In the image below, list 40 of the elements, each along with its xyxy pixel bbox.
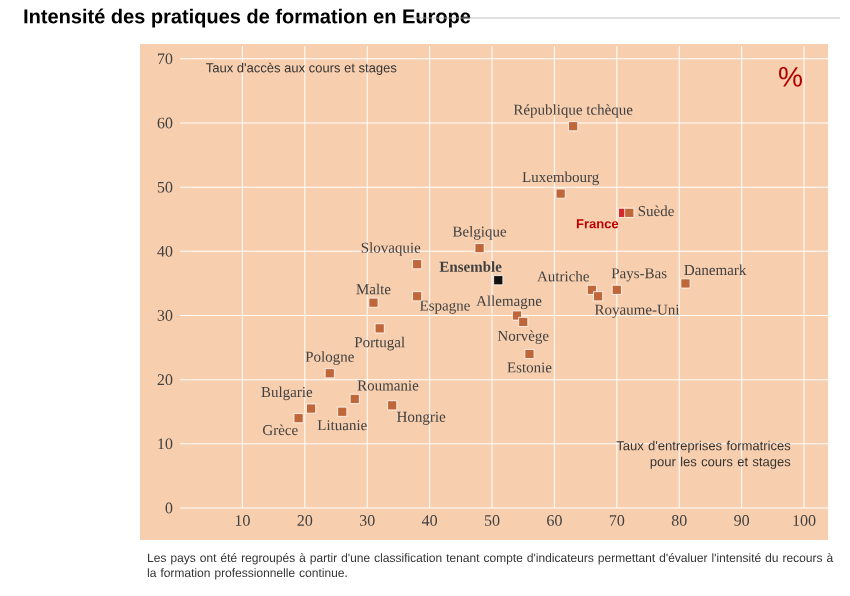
point	[555, 188, 566, 199]
chart-title: Intensité des pratiques de formation en Europe	[24, 8, 471, 28]
point	[368, 297, 379, 308]
point	[324, 368, 335, 379]
y-tick-label: 30	[157, 310, 173, 321]
x-tick-label: 60	[547, 515, 562, 526]
y-tick-label: 40	[157, 245, 173, 257]
x-tick-label: 30	[359, 515, 375, 526]
point	[306, 403, 317, 414]
x-tick-label: 10	[235, 515, 250, 526]
point	[593, 291, 604, 302]
point	[524, 349, 535, 360]
y-tick-label: 20	[157, 374, 173, 386]
x-tick-label: 80	[671, 515, 687, 526]
point	[568, 121, 579, 132]
x-tick-label: 20	[297, 515, 313, 526]
x-tick-label: 90	[734, 515, 750, 526]
point	[293, 413, 304, 424]
y-tick-label: 70	[158, 53, 173, 65]
y-tick-label: 10	[158, 438, 173, 450]
x-tick-label: 70	[609, 515, 625, 526]
point	[387, 400, 398, 411]
point	[412, 259, 423, 270]
x-tick-label: 40	[421, 515, 438, 526]
point	[518, 316, 529, 327]
y-tick-label: 60	[157, 117, 173, 129]
x-tick-label: 50	[484, 515, 500, 526]
x-tick-label: 100	[793, 515, 816, 526]
point	[680, 278, 691, 289]
point	[474, 243, 485, 254]
y-tick-label: 50	[157, 181, 173, 193]
point	[412, 291, 423, 302]
annotation: %	[779, 67, 802, 87]
point	[349, 393, 360, 404]
y-tick-label: 0	[165, 502, 173, 514]
point	[493, 275, 504, 286]
point	[374, 323, 385, 334]
point	[337, 406, 348, 417]
point	[624, 207, 635, 218]
point	[611, 284, 622, 295]
